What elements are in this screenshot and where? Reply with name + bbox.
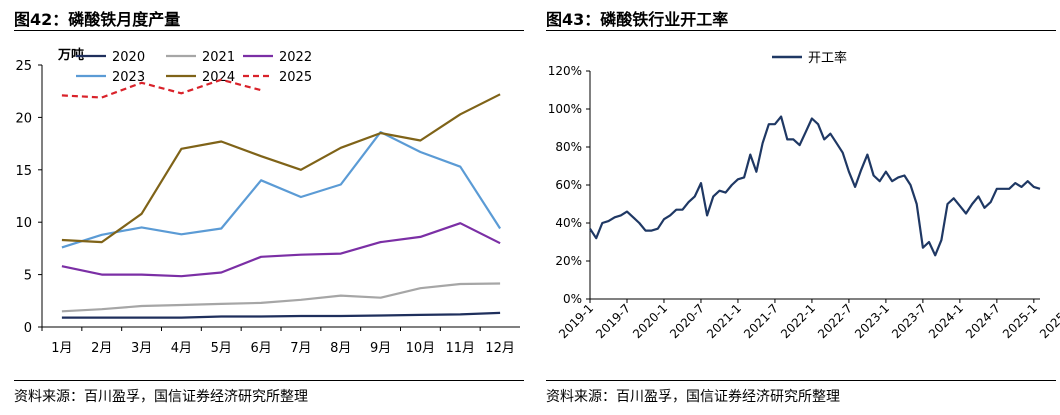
series-line-utilization bbox=[589, 115, 1041, 257]
left-top-rule bbox=[14, 30, 524, 31]
x-tick-label: 4月 bbox=[171, 341, 192, 356]
series-line-2022 bbox=[61, 222, 501, 278]
y-tick-label: 20 bbox=[15, 111, 32, 126]
right-bottom-rule bbox=[546, 380, 1056, 381]
legend-label-2022: 2022 bbox=[279, 50, 312, 65]
y-unit-label: 万吨 bbox=[57, 47, 84, 63]
y-tick-label: 10 bbox=[15, 216, 32, 231]
y-tick-label: 25 bbox=[15, 59, 32, 74]
left-bottom-rule bbox=[14, 380, 524, 381]
series-line-2021 bbox=[61, 282, 501, 313]
x-tick-label: 2022-7 bbox=[815, 301, 855, 341]
x-tick-label: 1月 bbox=[51, 341, 72, 356]
y-tick-label: 0% bbox=[563, 292, 582, 306]
x-tick-label: 2020-1 bbox=[630, 301, 670, 341]
y-tick-label: 60% bbox=[555, 178, 582, 192]
x-tick-label: 2月 bbox=[91, 341, 112, 356]
series-line-2020 bbox=[61, 311, 501, 319]
series-line-2024 bbox=[61, 93, 501, 244]
left-figure-title: 图42：磷酸铁月度产量 bbox=[14, 10, 181, 29]
x-tick-label: 6月 bbox=[250, 341, 271, 356]
x-tick-label: 2022-1 bbox=[778, 301, 818, 341]
x-tick-label: 2024-7 bbox=[963, 301, 1003, 341]
x-tick-label: 2023-1 bbox=[852, 301, 892, 341]
x-tick-label: 8月 bbox=[330, 341, 351, 356]
x-tick-label: 2025-1 bbox=[1000, 301, 1040, 341]
y-tick-label: 20% bbox=[555, 254, 582, 268]
legend-label-2021: 2021 bbox=[202, 50, 235, 65]
y-tick-label: 5 bbox=[24, 269, 32, 284]
right-source-note: 资料来源：百川盈孚，国信证券经济研究所整理 bbox=[546, 389, 840, 405]
x-tick-label: 2023-7 bbox=[889, 301, 929, 341]
x-tick-label: 2019-1 bbox=[556, 301, 596, 341]
legend-label-2025: 2025 bbox=[279, 70, 312, 85]
left-source-note: 资料来源：百川盈孚，国信证券经济研究所整理 bbox=[14, 389, 308, 405]
x-tick-label: 2019-7 bbox=[593, 301, 633, 341]
legend-label-2023: 2023 bbox=[112, 70, 145, 85]
right-top-rule bbox=[546, 30, 1056, 31]
right-utilization-chart: 0% 20% 40% 60% 80% 100% 120% 2019-12019-72020-1… bbox=[548, 50, 1060, 341]
x-tick-label: 5月 bbox=[211, 341, 232, 356]
right-figure-panel: 图43：磷酸铁行业开工率 0% 20% 40% 60% 80% 100% 120% 2019-… bbox=[540, 0, 1060, 415]
x-tick-label: 11月 bbox=[445, 341, 475, 356]
legend-label-2020: 2020 bbox=[112, 50, 145, 65]
series-line-2023 bbox=[61, 131, 502, 249]
legend-label-utilization: 开工率 bbox=[808, 50, 847, 66]
x-tick-label: 10月 bbox=[406, 341, 436, 356]
x-tick-label: 2021-1 bbox=[704, 301, 744, 341]
y-tick-label: 100% bbox=[548, 102, 582, 116]
right-figure-title: 图43：磷酸铁行业开工率 bbox=[546, 10, 729, 29]
x-tick-label: 7月 bbox=[290, 341, 311, 356]
y-tick-label: 15 bbox=[15, 164, 32, 179]
y-tick-label: 40% bbox=[555, 216, 582, 230]
x-tick-label: 12月 bbox=[485, 341, 515, 356]
y-tick-label: 0 bbox=[24, 321, 32, 336]
y-tick-label: 120% bbox=[548, 64, 582, 78]
x-tick-label: 2024-1 bbox=[926, 301, 966, 341]
x-tick-label: 3月 bbox=[131, 341, 152, 356]
y-tick-label: 80% bbox=[555, 140, 582, 154]
x-tick-label: 9月 bbox=[370, 341, 391, 356]
x-tick-label: 2020-7 bbox=[667, 301, 707, 341]
left-figure-panel: 图42：磷酸铁月度产量 0 5 10 15 20 25 1月 2月 3月 4月 5月 6月 7月 8月 9月… bbox=[14, 10, 524, 405]
x-tick-label: 2021-7 bbox=[741, 301, 781, 341]
x-tick-label: 2025-7 bbox=[1037, 301, 1060, 341]
series-line-2025 bbox=[61, 78, 262, 99]
